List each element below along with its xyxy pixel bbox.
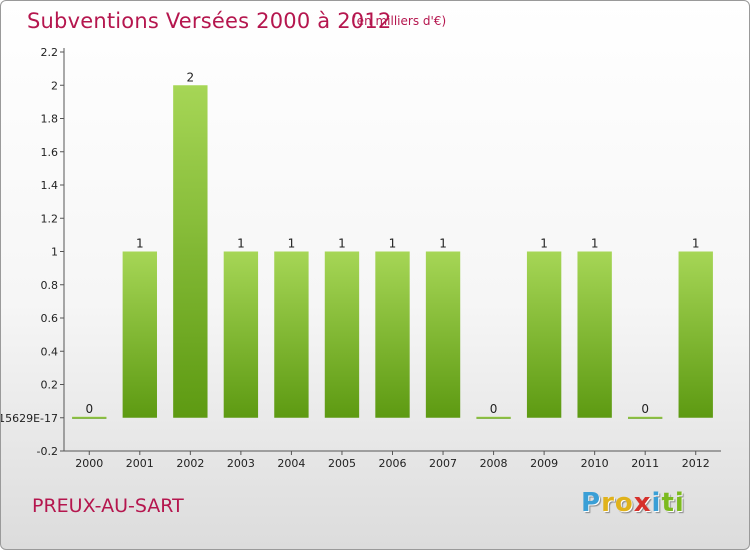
bar	[425, 251, 461, 418]
data-label: 0	[641, 402, 649, 416]
x-tick-label: 2007	[429, 457, 457, 470]
y-tick-label: 0.8	[41, 279, 59, 292]
logo-letter: i	[651, 488, 662, 518]
chart-title: Subventions Versées 2000 à 2012	[27, 9, 392, 33]
y-tick-label: 0.6	[41, 312, 59, 325]
bar	[122, 251, 157, 418]
proxiti-logo: Proxiti	[581, 488, 685, 518]
data-label: 0	[490, 402, 498, 416]
x-tick-label: 2001	[126, 457, 154, 470]
bar	[324, 251, 360, 418]
y-tick-label: -0.2	[37, 445, 58, 458]
x-tick-label: 2003	[227, 457, 255, 470]
logo-letter: o	[614, 488, 634, 518]
y-tick-label: 1.8	[41, 113, 59, 126]
bar	[678, 251, 713, 418]
bar	[274, 251, 309, 418]
x-tick-label: 2005	[328, 457, 356, 470]
bar	[173, 85, 208, 418]
unit-note: (en milliers d'€)	[352, 14, 447, 28]
y-tick-label: 1.4	[41, 179, 59, 192]
y-tick-label: 0.2	[41, 379, 59, 392]
bar	[476, 416, 511, 419]
bar	[628, 416, 663, 419]
x-tick-label: 2012	[682, 457, 710, 470]
y-tick-label: -1.15629E-17	[1, 412, 58, 425]
x-tick-label: 2006	[379, 457, 407, 470]
bar	[375, 251, 410, 418]
data-label: 0	[85, 402, 93, 416]
logo-letter: x	[633, 488, 652, 518]
data-label: 1	[389, 237, 397, 251]
logo-letter: i	[674, 488, 685, 518]
data-label: 1	[591, 237, 599, 251]
logo-letter: r	[601, 488, 615, 518]
logo-letter: P	[581, 488, 602, 518]
y-tick-label: 0.4	[41, 345, 59, 358]
bar	[526, 251, 562, 418]
data-label: 1	[540, 237, 548, 251]
data-label: 1	[237, 237, 245, 251]
x-tick-label: 2000	[75, 457, 103, 470]
data-label: 1	[692, 237, 700, 251]
logo-letter: t	[661, 488, 675, 518]
bar	[223, 251, 259, 418]
data-label: 1	[136, 237, 144, 251]
y-tick-label: 2.2	[41, 46, 59, 59]
y-tick-label: 2	[51, 79, 58, 92]
data-label: 1	[288, 237, 296, 251]
x-tick-label: 2010	[581, 457, 609, 470]
bar	[72, 416, 107, 419]
y-tick-label: 1	[51, 246, 58, 259]
commune-name: PREUX-AU-SART	[32, 495, 184, 517]
x-tick-label: 2011	[631, 457, 659, 470]
y-tick-label: 1.2	[41, 212, 59, 225]
bar	[577, 251, 612, 418]
x-tick-label: 2002	[176, 457, 204, 470]
data-label: 1	[439, 237, 447, 251]
x-tick-label: 2009	[530, 457, 558, 470]
y-tick-label: 1.6	[41, 146, 59, 159]
x-tick-label: 2008	[480, 457, 508, 470]
data-label: 1	[338, 237, 346, 251]
data-label: 2	[187, 70, 195, 84]
x-tick-label: 2004	[277, 457, 305, 470]
